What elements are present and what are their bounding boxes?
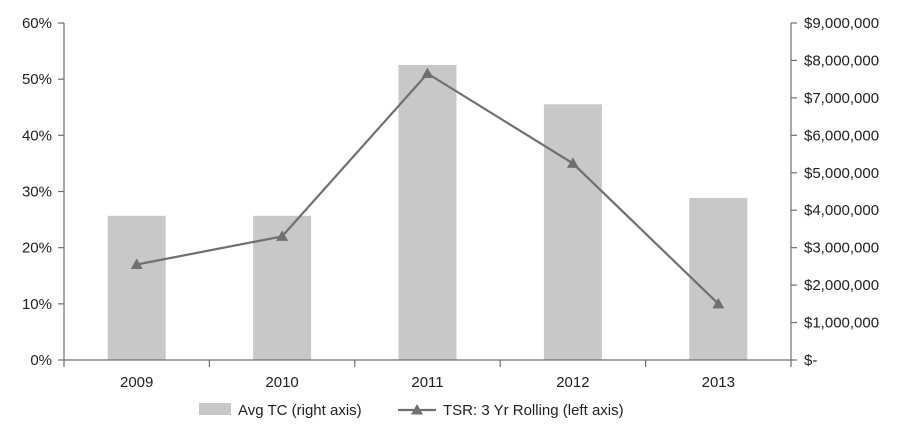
bar-2012 <box>543 104 602 360</box>
x-tick-label: 2009 <box>120 374 153 391</box>
right-tick-label: $3,000,000 <box>804 240 879 257</box>
legend-bar-swatch <box>199 403 231 415</box>
line-series-group <box>130 67 725 309</box>
legend-line-label: TSR: 3 Yr Rolling (left axis) <box>443 402 624 419</box>
axes-group <box>58 22 797 367</box>
right-tick-label: $1,000,000 <box>804 315 879 332</box>
right-tick-label: $6,000,000 <box>804 127 879 144</box>
right-tick-label: $9,000,000 <box>804 15 879 32</box>
legend-bar-label: Avg TC (right axis) <box>238 402 362 419</box>
legend-line-marker <box>411 404 423 415</box>
right-tick-label: $4,000,000 <box>804 202 879 219</box>
x-tick-label: 2012 <box>556 374 589 391</box>
legend: Avg TC (right axis) TSR: 3 Yr Rolling (le… <box>199 402 624 419</box>
left-tick-label: 10% <box>22 296 52 313</box>
tsr-point-2012 <box>566 157 579 168</box>
tsr-point-2010 <box>276 230 289 241</box>
right-tick-label: $2,000,000 <box>804 277 879 294</box>
left-tick-label: 20% <box>22 240 52 257</box>
right-tick-label: $8,000,000 <box>804 52 879 69</box>
tsr-point-2013 <box>712 297 725 309</box>
left-tick-label: 0% <box>30 352 52 369</box>
right-tick-label: $5,000,000 <box>804 165 879 182</box>
bar-2013 <box>689 197 748 360</box>
x-tick-label: 2013 <box>702 374 735 391</box>
tick-labels-group: 0% 10% 20% 30% 40% 50% 60% $- $1,000,000 $2,000,0… <box>22 15 879 391</box>
left-tick-label: 60% <box>22 15 52 32</box>
right-tick-label: $- <box>804 352 817 369</box>
left-tick-label: 50% <box>22 71 52 88</box>
right-tick-label: $7,000,000 <box>804 90 879 107</box>
bars-group <box>107 64 748 361</box>
bar-2009 <box>107 215 166 360</box>
left-tick-label: 40% <box>22 127 52 144</box>
bar-2011 <box>398 64 457 361</box>
x-tick-label: 2010 <box>265 374 298 391</box>
x-tick-label: 2011 <box>411 374 443 391</box>
tsr-point-2011 <box>421 67 434 79</box>
tsr-point-2009 <box>130 258 143 270</box>
left-tick-label: 30% <box>22 184 52 201</box>
